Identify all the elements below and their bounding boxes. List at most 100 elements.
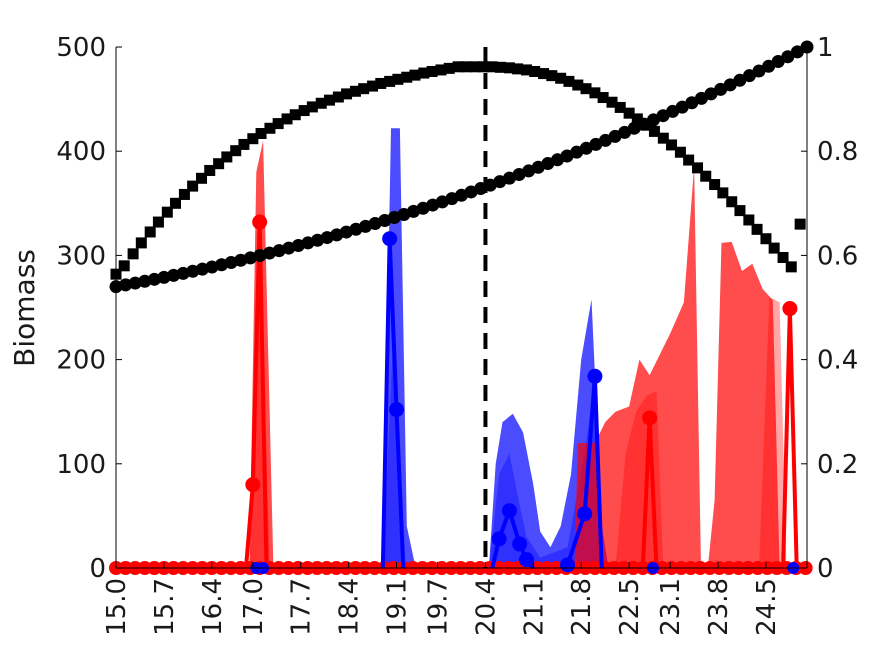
square-point-1 (118, 260, 130, 272)
y-left-tick-label-2: 200 (56, 346, 106, 376)
series-0-point-0 (245, 477, 261, 493)
square-point-70 (709, 179, 721, 191)
square-point-22 (298, 105, 310, 117)
circle-point-69 (771, 55, 785, 69)
square-point-75 (751, 223, 763, 235)
square-point-30 (367, 80, 379, 92)
series-1-point-7 (577, 506, 593, 522)
square-point-42 (469, 61, 481, 73)
square-point-63 (648, 125, 660, 137)
square-point-64 (657, 132, 669, 144)
square-point-28 (349, 85, 361, 97)
circle-point-68 (762, 59, 776, 73)
series-1-point-6 (560, 557, 576, 573)
x-tick-label-0: 15.0 (102, 578, 132, 636)
y-left-tick-label-3: 300 (56, 241, 106, 271)
square-point-43 (477, 61, 489, 73)
square-point-2 (127, 248, 139, 260)
square-point-14 (230, 145, 242, 157)
square-point-59 (614, 101, 626, 113)
y-right-tick-label-0: 0 (817, 554, 834, 584)
square-point-25 (323, 94, 335, 106)
series-0-point-2 (642, 410, 658, 426)
series-1-point-5 (518, 552, 534, 568)
circle-point-71 (790, 45, 804, 59)
square-point-53 (563, 75, 575, 87)
square-point-58 (606, 96, 618, 108)
x-tick-label-14: 24.5 (752, 578, 782, 636)
square-point-77 (768, 242, 780, 254)
square-point-72 (726, 196, 738, 208)
square-point-24 (315, 97, 327, 109)
axes-layer: 0 100 200 300 400 500 0 0.2 0.4 0.6 0.8 1 15.0 15.7 16… (56, 33, 858, 636)
square-point-48 (520, 64, 532, 76)
x-tick-label-2: 16.4 (198, 578, 228, 636)
y-right-tick-label-1: 0.2 (817, 450, 858, 480)
square-point-49 (529, 65, 541, 77)
square-point-80 (794, 218, 806, 230)
square-point-61 (631, 113, 643, 125)
square-point-41 (460, 61, 472, 73)
square-point-11 (204, 164, 216, 176)
x-tick-label-5: 18.4 (335, 578, 365, 636)
square-point-71 (717, 187, 729, 199)
y-right-tick-label-5: 1 (817, 33, 834, 63)
square-point-33 (392, 73, 404, 85)
square-point-65 (666, 139, 678, 151)
square-point-69 (700, 170, 712, 182)
x-tick-label-11: 22.5 (615, 578, 645, 636)
y-left-tick-label-1: 100 (56, 450, 106, 480)
circle-point-66 (742, 69, 756, 83)
square-point-46 (503, 62, 515, 74)
square-point-44 (486, 61, 498, 73)
series-1-point-8 (587, 368, 603, 384)
square-point-18 (264, 122, 276, 134)
y-left-tick-label-5: 500 (56, 33, 106, 63)
square-point-21 (289, 109, 301, 121)
square-point-68 (692, 162, 704, 174)
square-point-36 (418, 67, 430, 79)
square-point-45 (494, 61, 506, 73)
square-point-16 (247, 133, 259, 145)
right-curves-layer (109, 40, 814, 294)
y-right-tick-label-4: 0.8 (817, 137, 858, 167)
x-tick-label-7: 19.7 (424, 578, 454, 636)
y-axis-title: Biomass (8, 249, 41, 367)
square-point-8 (178, 188, 190, 200)
square-point-29 (358, 83, 370, 95)
square-point-23 (306, 101, 318, 113)
square-point-9 (187, 180, 199, 192)
series-1-point-0 (382, 231, 398, 247)
series-0-point-1 (252, 214, 268, 230)
circle-point-67 (752, 64, 766, 78)
x-tick-label-9: 21.1 (519, 578, 549, 636)
square-point-40 (452, 61, 464, 73)
square-point-74 (743, 214, 755, 226)
x-tick-label-3: 17.0 (239, 578, 269, 636)
x-tick-label-12: 23.1 (656, 578, 686, 636)
series-1-point-3 (501, 503, 517, 519)
series-1-point-1 (389, 402, 405, 418)
square-point-4 (144, 226, 156, 238)
square-point-66 (674, 146, 686, 158)
square-point-3 (135, 237, 147, 249)
square-point-27 (341, 88, 353, 100)
square-point-73 (734, 205, 746, 217)
band-3 (382, 338, 404, 568)
x-tick-label-13: 23.8 (704, 578, 734, 636)
square-point-56 (589, 87, 601, 99)
square-point-38 (435, 64, 447, 76)
square-point-37 (426, 65, 438, 77)
x-tick-label-1: 15.7 (150, 578, 180, 636)
square-point-39 (443, 62, 455, 74)
y-left-tick-label-4: 400 (56, 137, 106, 167)
square-point-35 (409, 69, 421, 81)
square-point-12 (213, 158, 225, 170)
x-tick-label-6: 19.1 (383, 578, 413, 636)
square-point-19 (272, 118, 284, 130)
x-tick-label-4: 17.7 (287, 578, 317, 636)
y-right-tick-label-3: 0.6 (817, 241, 858, 271)
square-point-60 (623, 107, 635, 119)
